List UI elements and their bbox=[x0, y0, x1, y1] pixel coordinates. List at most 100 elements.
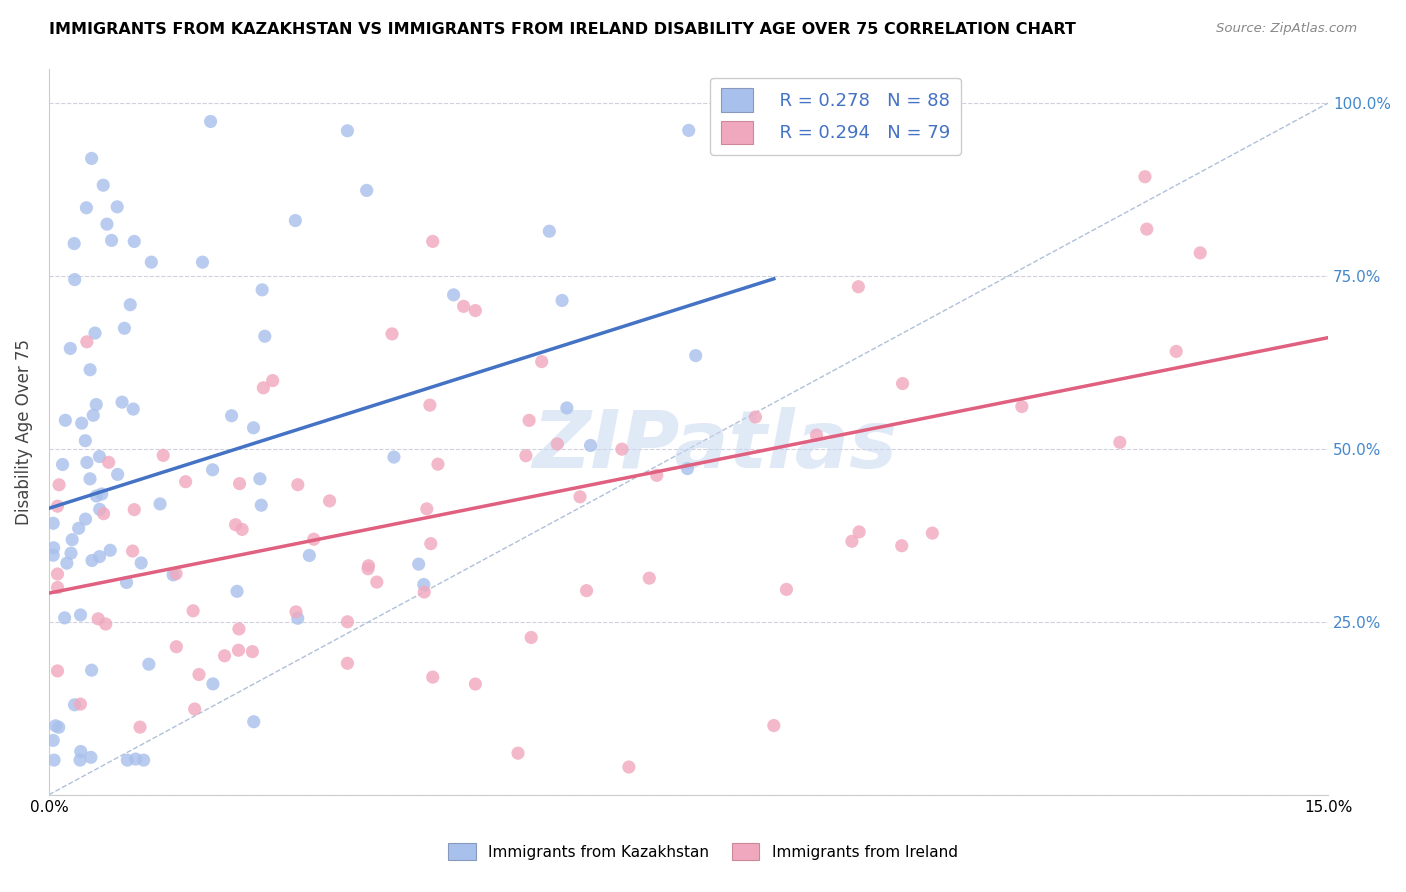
Point bbox=[419, 536, 441, 550]
Point bbox=[382, 450, 405, 464]
Point bbox=[253, 329, 276, 343]
Point bbox=[357, 558, 380, 573]
Point bbox=[551, 293, 574, 308]
Point bbox=[46, 664, 69, 678]
Point bbox=[1136, 222, 1159, 236]
Point bbox=[685, 349, 707, 363]
Point bbox=[538, 224, 561, 238]
Point bbox=[506, 746, 529, 760]
Point bbox=[75, 201, 97, 215]
Point bbox=[107, 467, 129, 482]
Point bbox=[848, 524, 870, 539]
Point bbox=[890, 539, 912, 553]
Point bbox=[165, 566, 187, 581]
Point bbox=[90, 487, 112, 501]
Point bbox=[848, 279, 870, 293]
Point bbox=[228, 622, 250, 636]
Point bbox=[201, 677, 224, 691]
Point bbox=[443, 288, 465, 302]
Point bbox=[122, 235, 145, 249]
Point bbox=[520, 631, 543, 645]
Point bbox=[610, 442, 633, 457]
Point bbox=[59, 342, 82, 356]
Point bbox=[141, 255, 163, 269]
Point bbox=[678, 123, 700, 137]
Point bbox=[96, 217, 118, 231]
Point bbox=[63, 236, 86, 251]
Point bbox=[841, 534, 863, 549]
Legend: Immigrants from Kazakhstan, Immigrants from Ireland: Immigrants from Kazakhstan, Immigrants f… bbox=[443, 837, 963, 866]
Point bbox=[575, 583, 598, 598]
Point bbox=[1189, 246, 1212, 260]
Point bbox=[318, 494, 340, 508]
Point bbox=[356, 183, 378, 197]
Point bbox=[252, 381, 274, 395]
Point bbox=[84, 326, 107, 340]
Point bbox=[366, 575, 388, 590]
Point bbox=[191, 255, 214, 269]
Point bbox=[79, 362, 101, 376]
Point bbox=[124, 752, 146, 766]
Point bbox=[530, 354, 553, 368]
Point bbox=[80, 663, 103, 677]
Point bbox=[228, 476, 250, 491]
Point bbox=[46, 499, 69, 513]
Point bbox=[336, 124, 359, 138]
Point bbox=[579, 438, 602, 452]
Point bbox=[75, 434, 97, 448]
Text: IMMIGRANTS FROM KAZAKHSTAN VS IMMIGRANTS FROM IRELAND DISABILITY AGE OVER 75 COR: IMMIGRANTS FROM KAZAKHSTAN VS IMMIGRANTS… bbox=[49, 22, 1076, 37]
Point bbox=[152, 448, 174, 462]
Point bbox=[46, 581, 69, 595]
Point bbox=[87, 612, 110, 626]
Point bbox=[381, 326, 404, 341]
Point bbox=[302, 533, 325, 547]
Point bbox=[422, 670, 444, 684]
Point bbox=[42, 733, 65, 747]
Point bbox=[162, 567, 184, 582]
Point bbox=[53, 611, 76, 625]
Point bbox=[806, 428, 828, 442]
Point bbox=[422, 235, 444, 249]
Point bbox=[762, 718, 785, 732]
Point bbox=[76, 334, 98, 349]
Point bbox=[42, 541, 65, 555]
Point bbox=[69, 753, 91, 767]
Legend:   R = 0.278   N = 88,   R = 0.294   N = 79: R = 0.278 N = 88, R = 0.294 N = 79 bbox=[710, 78, 960, 154]
Point bbox=[287, 477, 309, 491]
Point bbox=[287, 611, 309, 625]
Point bbox=[69, 697, 91, 711]
Point bbox=[464, 677, 486, 691]
Point bbox=[115, 575, 138, 590]
Point bbox=[242, 714, 264, 729]
Point bbox=[921, 526, 943, 541]
Point bbox=[336, 615, 359, 629]
Point bbox=[53, 413, 76, 427]
Point bbox=[546, 437, 568, 451]
Point bbox=[79, 472, 101, 486]
Point bbox=[183, 702, 205, 716]
Point bbox=[200, 114, 222, 128]
Point bbox=[181, 604, 204, 618]
Point bbox=[89, 502, 111, 516]
Point bbox=[60, 533, 83, 547]
Point bbox=[80, 553, 103, 567]
Point bbox=[453, 299, 475, 313]
Point bbox=[75, 512, 97, 526]
Point bbox=[70, 416, 93, 430]
Point bbox=[174, 475, 197, 489]
Point bbox=[56, 556, 79, 570]
Point bbox=[1108, 435, 1130, 450]
Point bbox=[262, 374, 284, 388]
Point bbox=[76, 455, 98, 469]
Point bbox=[69, 607, 91, 622]
Point bbox=[93, 507, 115, 521]
Point bbox=[676, 461, 699, 475]
Point bbox=[129, 556, 152, 570]
Point bbox=[98, 543, 121, 558]
Point bbox=[111, 395, 134, 409]
Point bbox=[419, 398, 441, 412]
Point bbox=[46, 566, 69, 581]
Point bbox=[91, 178, 114, 193]
Point bbox=[617, 760, 640, 774]
Point bbox=[1011, 400, 1033, 414]
